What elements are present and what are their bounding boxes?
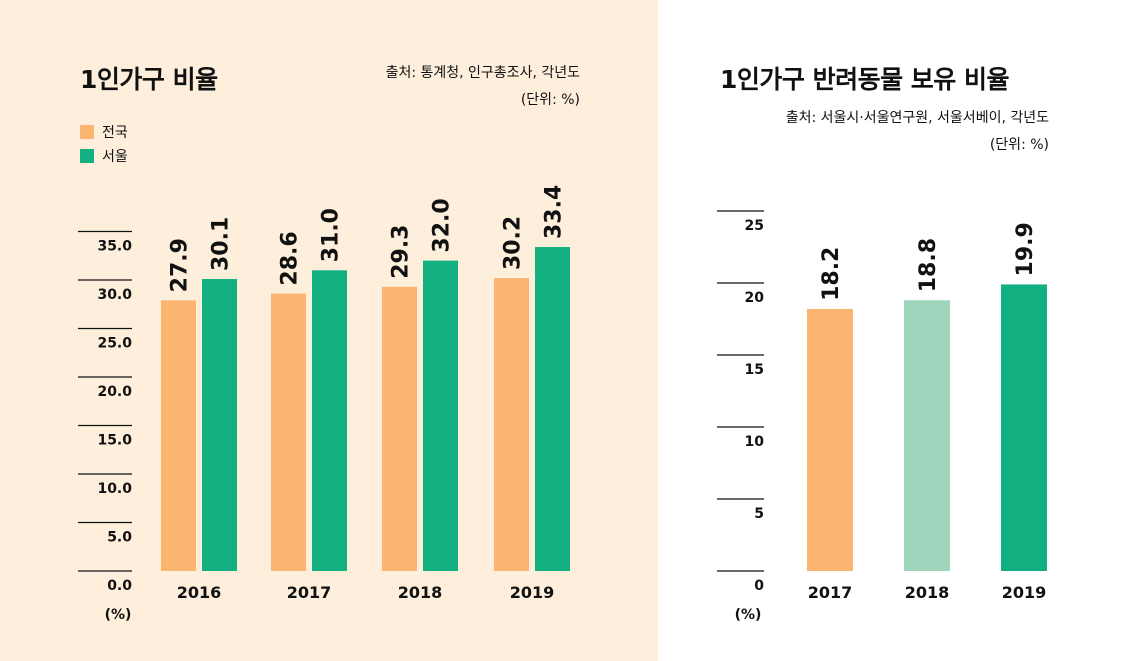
legend-item-seoul: 서울 <box>80 144 128 168</box>
bar-national <box>382 286 417 571</box>
right-panel: 1인가구 반려동물 보유 비율 출처: 서울시·서울연구원, 서울서베이, 각년… <box>658 0 1127 661</box>
bar-label-national: 30.2 <box>501 216 526 270</box>
bar-pet-ownership <box>904 300 950 571</box>
left-y-tick-label: 10.0 <box>97 481 132 497</box>
right-x-category-label: 2019 <box>1002 583 1047 602</box>
bar-label-national: 28.6 <box>278 231 303 285</box>
left-chart-title: 1인가구 비율 <box>80 65 218 94</box>
legend: 전국 서울 <box>80 120 128 168</box>
legend-label-seoul: 서울 <box>102 149 128 165</box>
bar-seoul <box>423 260 458 571</box>
legend-item-national: 전국 <box>80 120 128 144</box>
bar-national <box>494 278 529 571</box>
bar-label-seoul: 30.1 <box>209 217 234 271</box>
right-y-axis-unit: (%) <box>735 607 762 623</box>
left-y-tick-label: 20.0 <box>97 384 132 400</box>
right-y-tick-label: 10 <box>745 434 765 450</box>
left-chart-unit: (단위: %) <box>520 92 580 108</box>
bar-pet-ownership <box>807 308 853 571</box>
legend-swatch-national <box>80 125 94 139</box>
legend-swatch-seoul <box>80 149 94 163</box>
bar-label-seoul: 32.0 <box>430 198 455 252</box>
left-chart-source: 출처: 통계청, 인구총조사, 각년도 <box>385 65 580 81</box>
left-y-tick-label: 35.0 <box>97 239 132 255</box>
left-y-tick-label: 25.0 <box>97 336 132 352</box>
left-x-category-label: 2018 <box>398 583 443 602</box>
left-x-category-label: 2017 <box>287 583 332 602</box>
right-chart-source: 출처: 서울시·서울연구원, 서울서베이, 각년도 <box>785 110 1049 126</box>
bar-label-seoul: 31.0 <box>319 208 344 262</box>
bar-label-pet-ownership: 18.8 <box>916 238 941 292</box>
bar-national <box>271 293 306 571</box>
right-chart-title: 1인가구 반려동물 보유 비율 <box>720 65 1010 94</box>
right-y-tick-label: 5 <box>754 506 764 522</box>
right-y-tick-label: 0 <box>754 578 764 594</box>
right-y-tick-label: 15 <box>745 362 764 378</box>
left-y-tick-label: 5.0 <box>107 530 132 546</box>
bar-label-national: 29.3 <box>389 225 414 279</box>
bar-label-seoul: 33.4 <box>542 185 567 239</box>
right-y-tick-label: 20 <box>745 290 765 306</box>
right-x-category-label: 2018 <box>905 583 950 602</box>
left-y-tick-label: 15.0 <box>97 433 132 449</box>
left-y-tick-label: 30.0 <box>97 287 132 303</box>
bar-seoul <box>202 279 237 571</box>
bar-label-pet-ownership: 19.9 <box>1013 222 1038 276</box>
right-y-tick-label: 25 <box>745 218 764 234</box>
bar-seoul <box>312 270 347 571</box>
left-x-category-label: 2019 <box>510 583 555 602</box>
bar-label-pet-ownership: 18.2 <box>819 247 844 301</box>
left-x-category-label: 2016 <box>177 583 222 602</box>
right-x-category-label: 2017 <box>808 583 853 602</box>
bar-national <box>161 300 196 571</box>
right-chart-unit: (단위: %) <box>989 137 1049 153</box>
bar-label-national: 27.9 <box>168 238 193 292</box>
bar-seoul <box>535 247 570 571</box>
left-y-axis-unit: (%) <box>105 607 132 623</box>
bar-pet-ownership <box>1001 284 1047 571</box>
legend-label-national: 전국 <box>102 125 128 141</box>
left-y-tick-label: 0.0 <box>107 578 132 594</box>
